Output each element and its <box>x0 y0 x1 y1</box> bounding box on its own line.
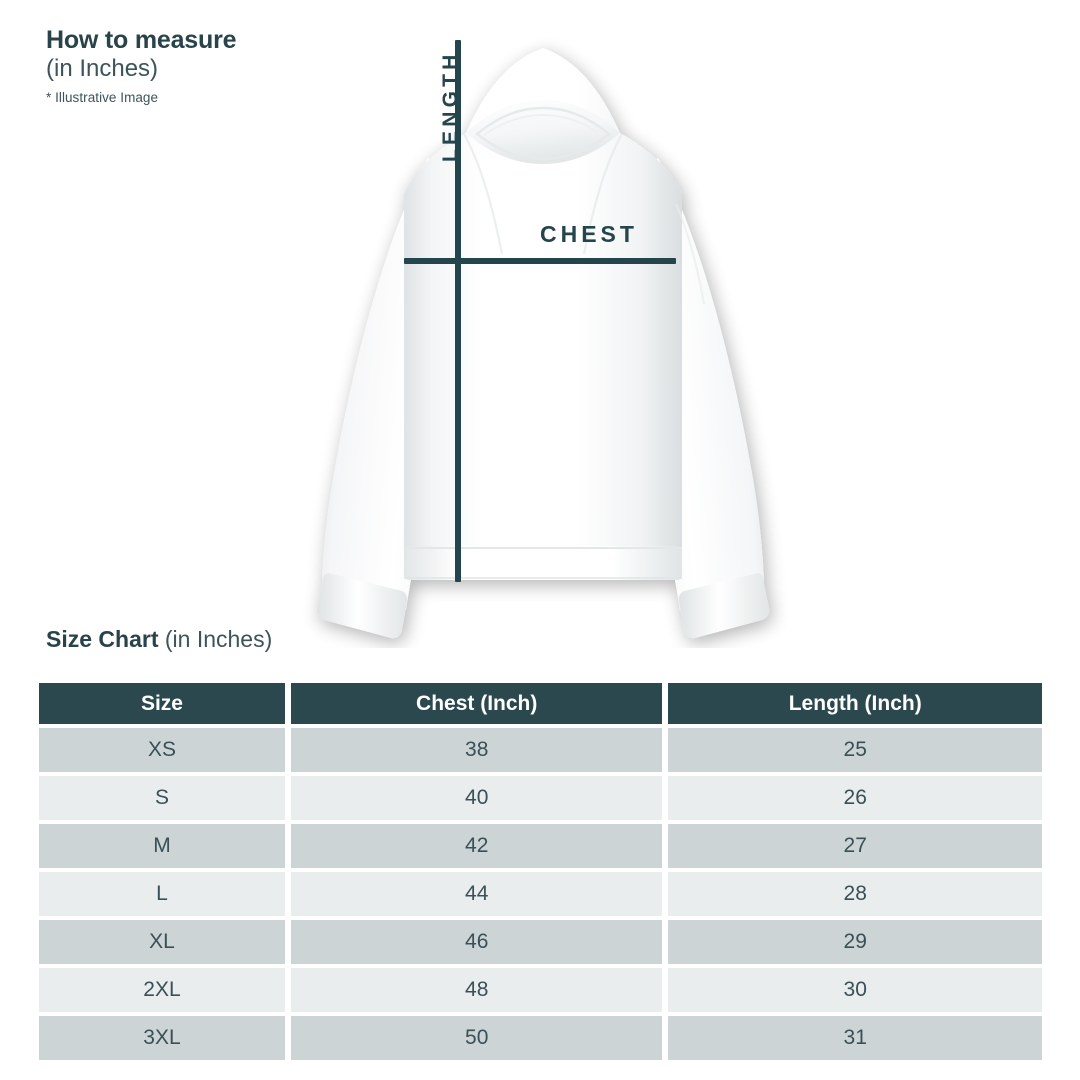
table-row: M 42 27 <box>39 824 1042 868</box>
table-row: XL 46 29 <box>39 920 1042 964</box>
cell-size: XS <box>39 728 285 772</box>
cell-chest: 46 <box>290 920 663 964</box>
size-chart-heading-bold: Size Chart <box>46 626 159 652</box>
table-row: L 44 28 <box>39 872 1042 916</box>
cell-length: 28 <box>668 872 1042 916</box>
cell-chest: 50 <box>290 1016 663 1060</box>
cell-length: 25 <box>668 728 1042 772</box>
chest-measurement-label: CHEST <box>540 221 638 247</box>
cell-size: M <box>39 824 285 868</box>
cell-chest: 40 <box>290 776 663 820</box>
measure-units-subtitle: (in Inches) <box>46 55 159 82</box>
cell-length: 26 <box>668 776 1042 820</box>
size-chart-table: Size Chest (Inch) Length (Inch) XS 38 25… <box>33 679 1048 1064</box>
column-header-length: Length (Inch) <box>668 683 1042 724</box>
cell-chest: 48 <box>290 968 663 1012</box>
cell-chest: 44 <box>290 872 663 916</box>
sweatshirt-illustration <box>278 18 808 648</box>
cell-size: 2XL <box>39 968 285 1012</box>
cell-size: S <box>39 776 285 820</box>
length-measurement-line <box>455 40 461 582</box>
table-row: 2XL 48 30 <box>39 968 1042 1012</box>
table-header-row: Size Chest (Inch) Length (Inch) <box>39 683 1042 724</box>
how-to-measure-header: How to measure (in Inches) * Illustrativ… <box>46 26 376 105</box>
cell-length: 29 <box>668 920 1042 964</box>
chest-measurement-line <box>404 258 676 264</box>
cell-length: 31 <box>668 1016 1042 1060</box>
cell-chest: 38 <box>290 728 663 772</box>
cell-size: L <box>39 872 285 916</box>
column-header-size: Size <box>39 683 285 724</box>
length-measurement-label: LENGTH <box>439 50 462 162</box>
cell-size: XL <box>39 920 285 964</box>
size-chart-heading: Size Chart (in Inches) <box>46 626 272 653</box>
cell-length: 27 <box>668 824 1042 868</box>
table-row: S 40 26 <box>39 776 1042 820</box>
table-row: XS 38 25 <box>39 728 1042 772</box>
cell-chest: 42 <box>290 824 663 868</box>
size-chart-heading-units: (in Inches) <box>158 626 273 652</box>
page-title: How to measure <box>46 26 237 54</box>
table-row: 3XL 50 31 <box>39 1016 1042 1060</box>
column-header-chest: Chest (Inch) <box>290 683 663 724</box>
cell-size: 3XL <box>39 1016 285 1060</box>
cell-length: 30 <box>668 968 1042 1012</box>
illustrative-image-note: * Illustrative Image <box>46 89 159 105</box>
